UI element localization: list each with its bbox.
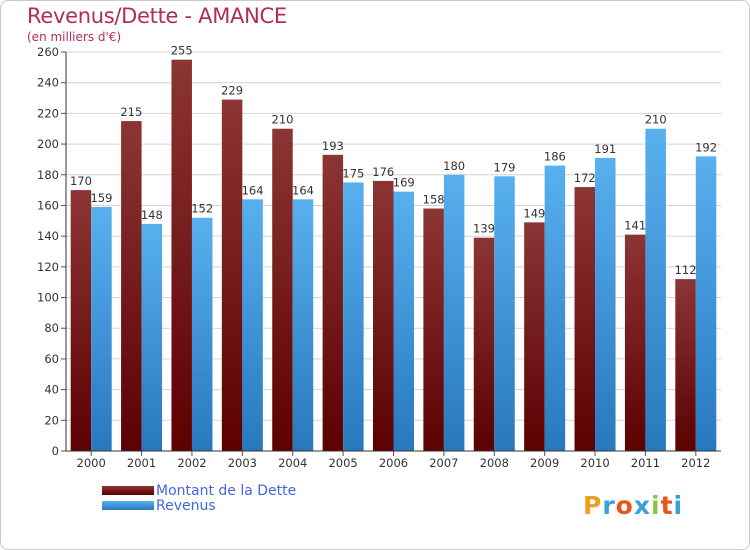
y-tick-label-40: 40 bbox=[44, 383, 59, 397]
chart-title: Revenus/Dette - AMANCE bbox=[27, 4, 287, 28]
bar-revenus-2003 bbox=[242, 199, 263, 451]
y-tick-label-120: 120 bbox=[37, 260, 59, 274]
legend-label-dette: Montant de la Dette bbox=[156, 483, 297, 499]
data-label-revenus-2009: 186 bbox=[544, 150, 566, 164]
bar-dette-2010 bbox=[574, 187, 596, 452]
logo-letter: r bbox=[602, 491, 616, 520]
y-tick-label-160: 160 bbox=[37, 198, 59, 212]
legend-swatch-revenus bbox=[102, 501, 154, 510]
bar-revenus-2006 bbox=[393, 191, 414, 451]
bar-dette-2012 bbox=[675, 279, 696, 451]
bar-revenus-2005 bbox=[343, 182, 364, 451]
axes: 0 20 40 60 80 100 120 140 160 180 200 220 240 260 2000… bbox=[37, 45, 721, 470]
data-label-revenus-2006: 169 bbox=[393, 176, 415, 190]
y-tick-label-80: 80 bbox=[44, 321, 59, 335]
bar-revenus-2010 bbox=[595, 157, 616, 451]
bar-revenus-2009 bbox=[544, 165, 566, 452]
bar-dette-2009 bbox=[524, 222, 545, 451]
x-tick-label-2012: 2012 bbox=[681, 456, 710, 470]
bar-dette-2001 bbox=[121, 121, 142, 452]
x-tick-label-2001: 2001 bbox=[127, 456, 156, 470]
bar-dette-2002 bbox=[171, 59, 192, 452]
data-label-revenus-2011: 210 bbox=[645, 113, 667, 127]
data-label-revenus-2002: 152 bbox=[191, 202, 213, 216]
data-label-dette-2004: 210 bbox=[272, 113, 294, 127]
data-label-dette-2009: 149 bbox=[523, 206, 545, 220]
data-label-revenus-2001: 148 bbox=[141, 208, 163, 222]
bars bbox=[70, 59, 717, 452]
bar-revenus-2007 bbox=[443, 174, 465, 451]
bar-revenus-2001 bbox=[141, 223, 163, 451]
x-tick-label-2000: 2000 bbox=[77, 456, 106, 470]
logo-letter: o bbox=[615, 491, 634, 520]
y-tick-label-260: 260 bbox=[37, 45, 59, 59]
data-label-revenus-2008: 179 bbox=[494, 160, 516, 174]
x-tick-label-2003: 2003 bbox=[228, 456, 257, 470]
bar-revenus-2011 bbox=[645, 128, 666, 451]
y-tick-label-0: 0 bbox=[52, 444, 59, 458]
x-tick-label-2011: 2011 bbox=[631, 456, 660, 470]
data-label-dette-2008: 139 bbox=[473, 222, 495, 236]
x-tick-label-2010: 2010 bbox=[580, 456, 609, 470]
proxiti-logo: Proxiti bbox=[583, 491, 683, 520]
x-tick-label-2005: 2005 bbox=[328, 456, 357, 470]
logo-letter: P bbox=[583, 491, 603, 520]
data-label-dette-2007: 158 bbox=[423, 193, 445, 207]
data-label-dette-2010: 172 bbox=[574, 171, 596, 185]
x-tick-label-2002: 2002 bbox=[177, 456, 206, 470]
logo-letter: t bbox=[660, 491, 674, 520]
x-tick-label-2008: 2008 bbox=[480, 456, 509, 470]
data-label-revenus-2003: 164 bbox=[242, 183, 264, 197]
data-label-revenus-2007: 180 bbox=[443, 159, 465, 173]
bar-dette-2003 bbox=[221, 99, 243, 452]
data-label-dette-2001: 215 bbox=[120, 105, 142, 119]
data-label-dette-2006: 176 bbox=[372, 165, 394, 179]
data-label-revenus-2004: 164 bbox=[292, 183, 314, 197]
bar-dette-2011 bbox=[624, 234, 646, 451]
y-tick-label-180: 180 bbox=[37, 168, 59, 182]
data-label-dette-2002: 255 bbox=[171, 44, 193, 58]
x-tick-label-2007: 2007 bbox=[429, 456, 458, 470]
data-label-dette-2003: 229 bbox=[221, 84, 243, 98]
data-label-dette-2012: 112 bbox=[675, 263, 697, 277]
y-tick-label-240: 240 bbox=[37, 76, 59, 90]
y-tick-label-60: 60 bbox=[44, 352, 59, 366]
bar-revenus-2004 bbox=[292, 199, 314, 451]
data-label-revenus-2012: 192 bbox=[695, 140, 717, 154]
bar-revenus-2008 bbox=[494, 176, 515, 452]
data-label-dette-2000: 170 bbox=[70, 174, 92, 188]
bar-dette-2004 bbox=[272, 128, 293, 451]
x-tick-label-2009: 2009 bbox=[530, 456, 559, 470]
bar-dette-2008 bbox=[473, 237, 495, 451]
y-tick-label-20: 20 bbox=[44, 413, 59, 427]
data-label-dette-2011: 141 bbox=[624, 219, 646, 233]
data-label-revenus-2010: 191 bbox=[594, 142, 616, 156]
data-label-revenus-2005: 175 bbox=[342, 166, 364, 180]
logo-letter: x bbox=[633, 491, 651, 520]
x-tick-label-2004: 2004 bbox=[278, 456, 307, 470]
bar-dette-2000 bbox=[70, 190, 92, 451]
legend-label-revenus: Revenus bbox=[156, 498, 216, 514]
y-tick-label-100: 100 bbox=[37, 291, 59, 305]
y-tick-label-140: 140 bbox=[37, 229, 59, 243]
y-tick-label-200: 200 bbox=[37, 137, 59, 151]
bar-dette-2005 bbox=[322, 154, 344, 452]
logo-letter: i bbox=[673, 491, 684, 520]
data-label-revenus-2000: 159 bbox=[90, 191, 112, 205]
x-tick-label-2006: 2006 bbox=[379, 456, 408, 470]
bar-revenus-2000 bbox=[91, 206, 112, 451]
bar-dette-2007 bbox=[423, 208, 444, 451]
y-tick-label-220: 220 bbox=[37, 106, 59, 120]
chart-subtitle: (en milliers d'€) bbox=[27, 30, 122, 44]
logo-letter: i bbox=[651, 491, 661, 520]
bar-revenus-2012 bbox=[695, 156, 717, 451]
legend-swatch-dette bbox=[102, 486, 154, 495]
data-label-dette-2005: 193 bbox=[322, 139, 344, 153]
bar-dette-2006 bbox=[373, 180, 394, 451]
bar-revenus-2002 bbox=[191, 217, 213, 451]
